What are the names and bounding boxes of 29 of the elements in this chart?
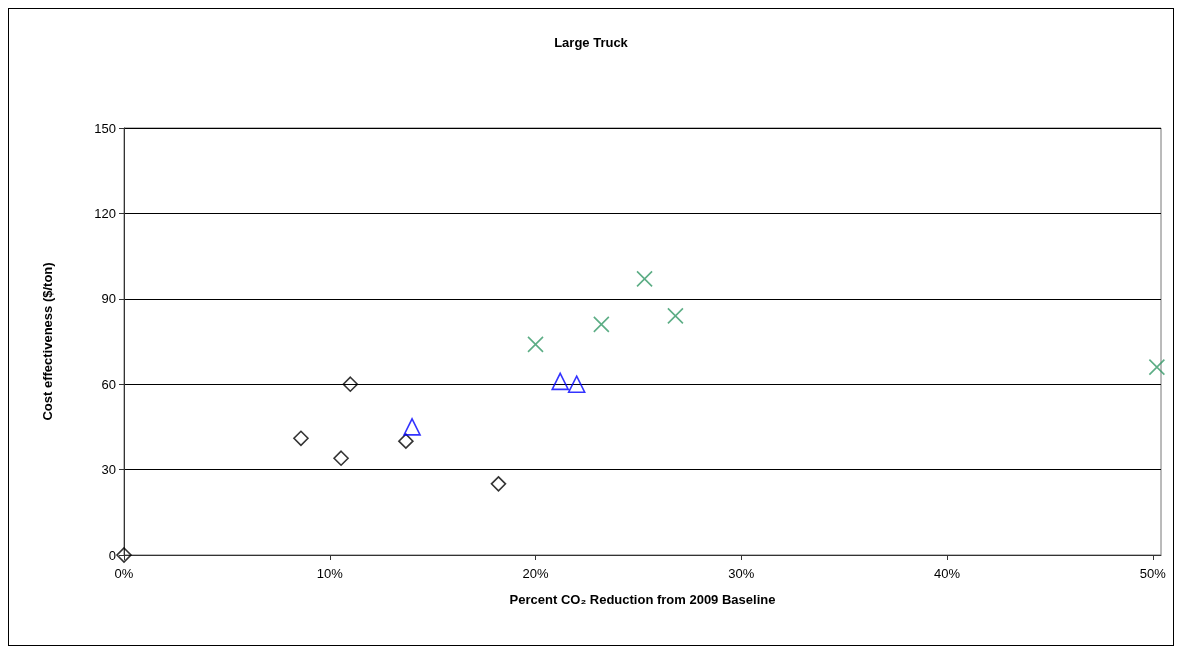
point — [398, 433, 414, 449]
x-tick-label: 10% — [316, 566, 344, 581]
point — [490, 476, 507, 492]
point — [342, 376, 359, 392]
point — [567, 375, 586, 393]
point — [293, 430, 309, 447]
x-tick-label: 20% — [522, 566, 549, 581]
point — [333, 450, 349, 467]
x-tick-label: 0% — [114, 566, 134, 581]
x-tick-label: 40% — [934, 566, 961, 581]
point — [403, 418, 421, 436]
point — [1148, 358, 1166, 376]
point — [593, 316, 610, 333]
x-tick-label: 30% — [728, 566, 755, 581]
point — [116, 547, 132, 563]
y-tick-label: 150 — [94, 120, 116, 136]
y-tick-label: 120 — [94, 205, 116, 221]
y-axis-title: Cost effectiveness ($/ton) — [40, 262, 55, 421]
point — [636, 270, 653, 288]
y-tick-label: 30 — [101, 462, 116, 478]
x-axis-title: Percent CO₂ Reduction from 2009 Baseline — [509, 592, 776, 607]
y-tick-label: 90 — [101, 291, 116, 307]
chart-title: Large Truck — [554, 35, 629, 50]
point — [551, 372, 569, 391]
x-tick-label: 50% — [1139, 566, 1167, 581]
y-tick-label: 0 — [108, 547, 116, 563]
point — [527, 336, 544, 353]
y-tick-label: 60 — [101, 376, 116, 392]
point — [667, 307, 684, 325]
